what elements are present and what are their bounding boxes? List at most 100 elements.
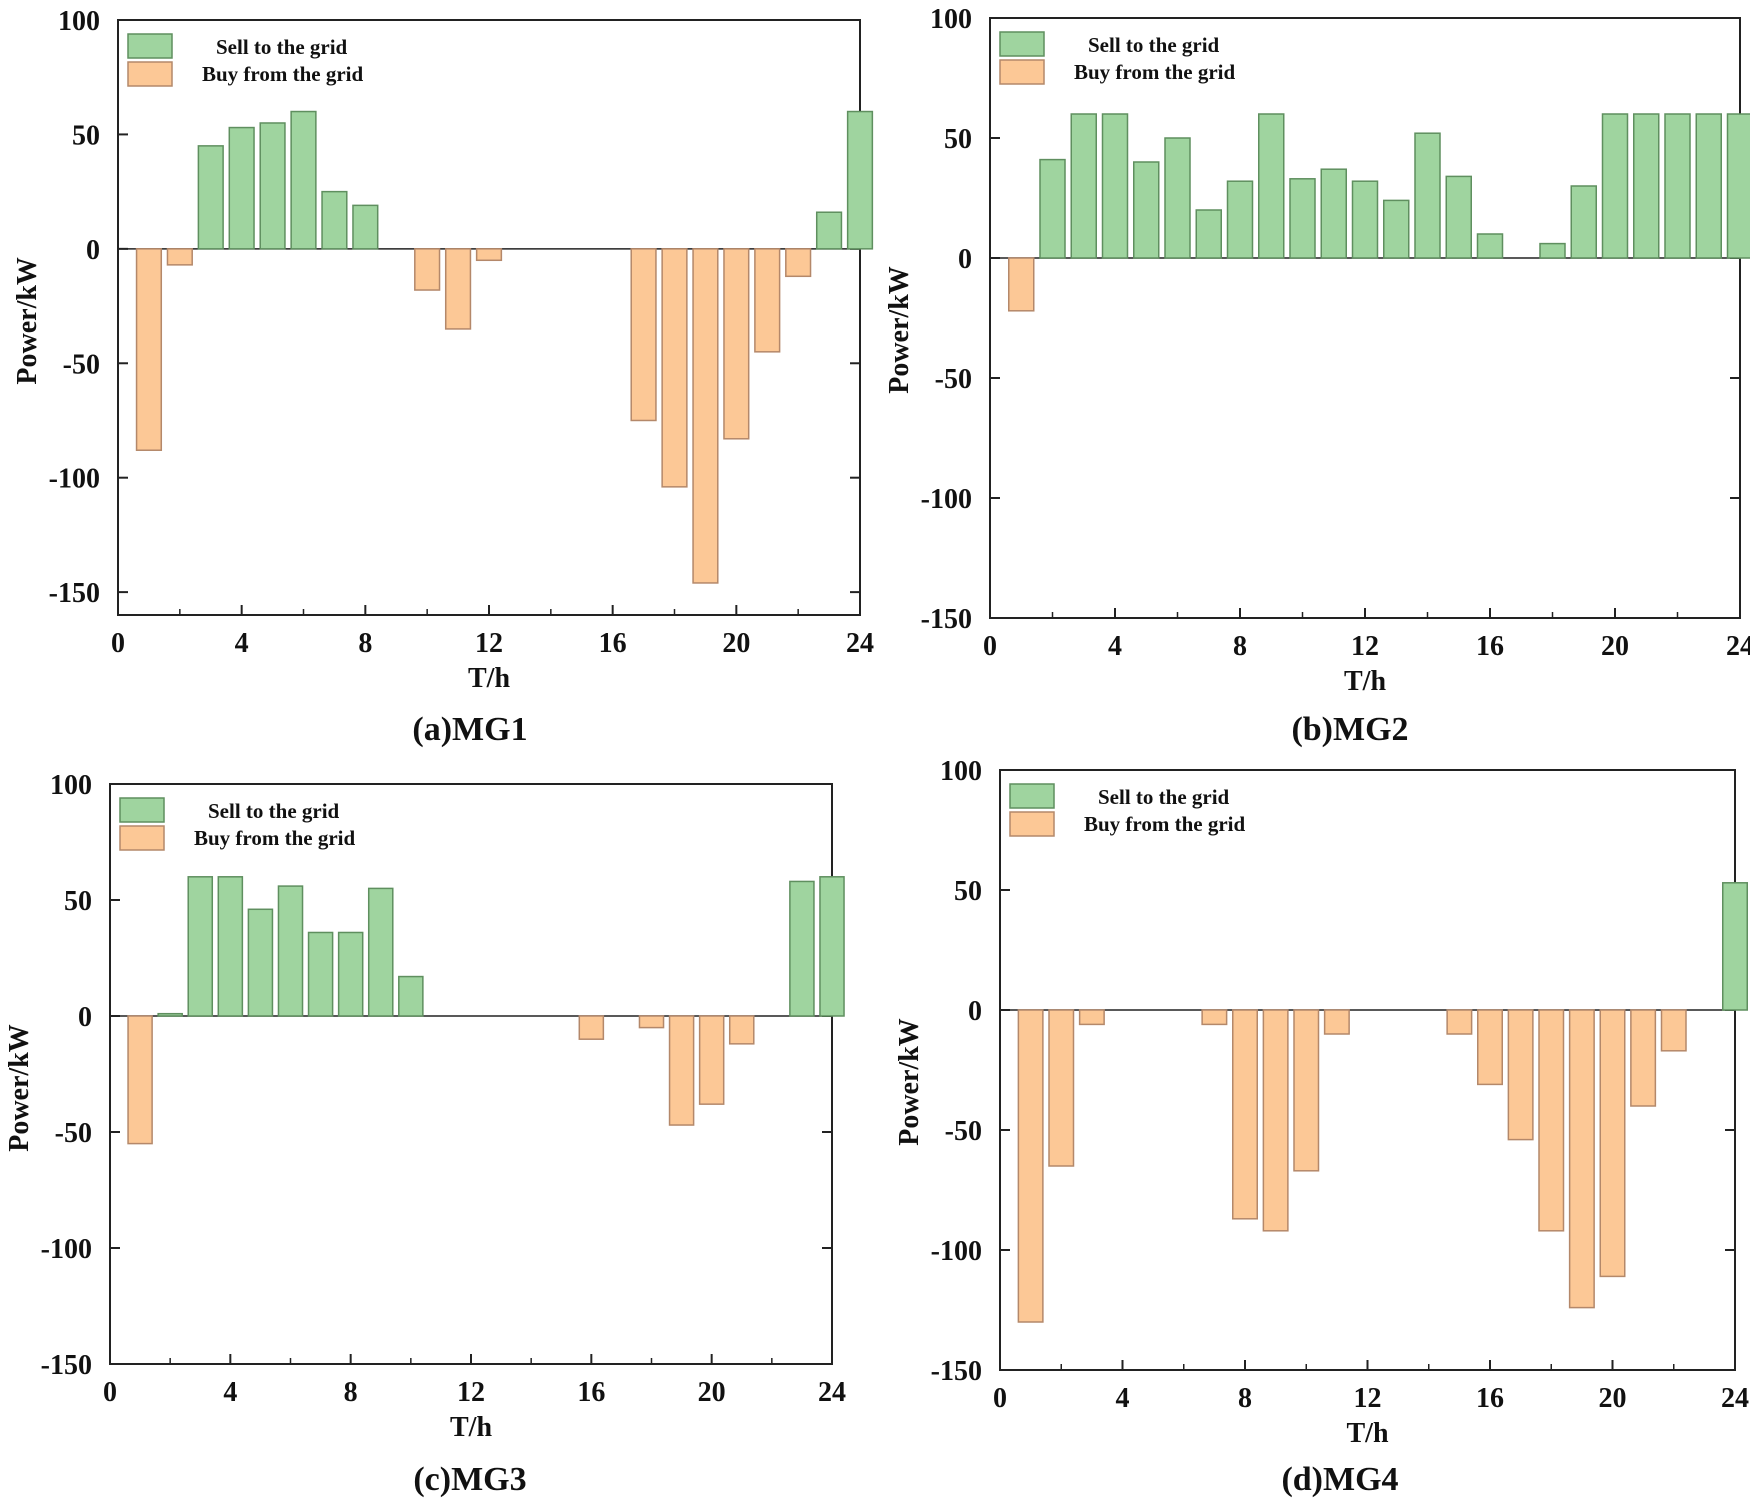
buy-bar bbox=[1048, 1009, 1075, 1167]
sell-bar bbox=[337, 931, 364, 1017]
legend-swatch-sell bbox=[1009, 783, 1055, 809]
buy-bar bbox=[1262, 1009, 1289, 1232]
y-tick-label: -100 bbox=[931, 1236, 982, 1267]
sell-bar bbox=[1726, 113, 1750, 259]
x-tick-label: 24 bbox=[846, 628, 874, 659]
y-tick-label: 0 bbox=[958, 244, 972, 275]
y-tick-label: -100 bbox=[921, 484, 972, 515]
y-tick-label: -150 bbox=[921, 604, 972, 635]
sell-bar bbox=[228, 126, 255, 250]
x-tick-label: 20 bbox=[722, 628, 750, 659]
buy-bar bbox=[630, 248, 657, 422]
buy-bar bbox=[698, 1015, 725, 1105]
chart-panel-1: 100 50 0 -50 -100 -150 0 4 8 12 16 20 24 T/h Power/kW (… bbox=[12, 6, 874, 748]
sell-bar bbox=[321, 190, 348, 250]
sell-bar bbox=[277, 885, 304, 1017]
x-tick-label: 20 bbox=[1601, 631, 1629, 662]
x-tick-label: 8 bbox=[1238, 1383, 1252, 1414]
sell-bar bbox=[1570, 185, 1597, 259]
x-tick-label: 12 bbox=[1354, 1383, 1382, 1414]
y-tick-label: 100 bbox=[50, 770, 92, 801]
buy-bar bbox=[1293, 1009, 1320, 1172]
panel-caption: (a)MG1 bbox=[412, 711, 527, 748]
x-tick-label: 4 bbox=[223, 1377, 237, 1408]
sell-bar bbox=[290, 110, 317, 250]
buy-bar bbox=[1078, 1009, 1105, 1026]
y-tick-label: -50 bbox=[935, 364, 972, 395]
chart-panel-3: 100 50 0 -50 -100 -150 0 4 8 12 16 20 24 T/h Power/kW (… bbox=[4, 770, 846, 1498]
sell-bar bbox=[157, 1012, 183, 1017]
x-tick-label: 12 bbox=[1351, 631, 1379, 662]
x-tick-label: 16 bbox=[1476, 1383, 1504, 1414]
x-tick-label: 0 bbox=[983, 631, 997, 662]
sell-bar bbox=[259, 122, 286, 250]
buy-bar bbox=[1599, 1009, 1626, 1278]
sell-bar bbox=[1289, 178, 1316, 259]
legend-swatch-buy bbox=[119, 825, 165, 851]
buy-bar bbox=[1660, 1009, 1687, 1052]
x-tick-label: 16 bbox=[577, 1377, 605, 1408]
buy-bar bbox=[1568, 1009, 1595, 1309]
legend-label-buy: Buy from the grid bbox=[1084, 812, 1246, 836]
buy-bar bbox=[475, 248, 503, 262]
buy-bar bbox=[668, 1015, 695, 1126]
sell-bar bbox=[819, 876, 845, 1017]
y-tick-label: 50 bbox=[944, 124, 972, 155]
y-tick-label: -50 bbox=[945, 1116, 982, 1147]
x-tick-label: 4 bbox=[235, 628, 249, 659]
sell-bar bbox=[1133, 161, 1160, 259]
legend-label-buy: Buy from the grid bbox=[1074, 60, 1236, 84]
buy-bar bbox=[1477, 1009, 1503, 1086]
legend-label-buy: Buy from the grid bbox=[202, 62, 364, 86]
legend-label-sell: Sell to the grid bbox=[208, 799, 340, 823]
buy-bar bbox=[692, 248, 719, 584]
x-tick-label: 12 bbox=[457, 1377, 485, 1408]
legend-swatch-buy bbox=[999, 59, 1045, 85]
x-tick-label: 8 bbox=[344, 1377, 358, 1408]
sell-bar bbox=[1633, 113, 1660, 259]
sell-bar bbox=[1258, 113, 1285, 259]
x-tick-label: 24 bbox=[1721, 1383, 1749, 1414]
y-tick-label: -150 bbox=[931, 1356, 982, 1387]
x-axis-title: T/h bbox=[468, 663, 510, 694]
buy-bar bbox=[444, 248, 472, 330]
buy-bar bbox=[127, 1015, 153, 1145]
panel-caption: (b)MG2 bbox=[1291, 711, 1408, 748]
legend-label-sell: Sell to the grid bbox=[1098, 785, 1230, 809]
legend-swatch-buy bbox=[1009, 811, 1055, 837]
sell-bar bbox=[1722, 882, 1748, 1011]
sell-bar bbox=[1320, 168, 1347, 259]
sell-bar bbox=[187, 876, 214, 1017]
sell-bar bbox=[1164, 137, 1191, 259]
sell-bar bbox=[398, 975, 424, 1017]
y-tick-label: -50 bbox=[63, 349, 100, 380]
sell-bar bbox=[789, 880, 815, 1017]
y-tick-label: -100 bbox=[41, 1234, 92, 1265]
plot-frame bbox=[989, 17, 1741, 619]
x-tick-label: 0 bbox=[993, 1383, 1007, 1414]
panel-caption: (c)MG3 bbox=[413, 1461, 526, 1498]
buy-bar bbox=[135, 248, 163, 451]
sell-bar bbox=[1383, 199, 1410, 259]
x-tick-label: 8 bbox=[358, 628, 372, 659]
x-tick-label: 4 bbox=[1116, 1383, 1130, 1414]
sell-bar bbox=[1195, 209, 1222, 259]
x-tick-label: 0 bbox=[103, 1377, 117, 1408]
y-tick-label: -100 bbox=[49, 464, 100, 495]
buy-bar bbox=[1446, 1009, 1473, 1035]
sell-bar bbox=[1664, 113, 1691, 259]
x-tick-label: 16 bbox=[599, 628, 627, 659]
y-tick-label: -50 bbox=[55, 1118, 92, 1149]
buy-bar bbox=[1017, 1009, 1044, 1323]
sell-bar bbox=[1539, 242, 1566, 259]
y-axis-title: Power/kW bbox=[4, 1024, 35, 1152]
buy-bar bbox=[638, 1015, 665, 1029]
y-tick-label: 50 bbox=[954, 876, 982, 907]
x-axis-title: T/h bbox=[1344, 666, 1386, 697]
x-tick-label: 0 bbox=[111, 628, 125, 659]
buy-bar bbox=[414, 248, 441, 291]
sell-bar bbox=[1039, 158, 1066, 259]
x-tick-label: 24 bbox=[818, 1377, 846, 1408]
y-tick-label: 0 bbox=[78, 1002, 92, 1033]
